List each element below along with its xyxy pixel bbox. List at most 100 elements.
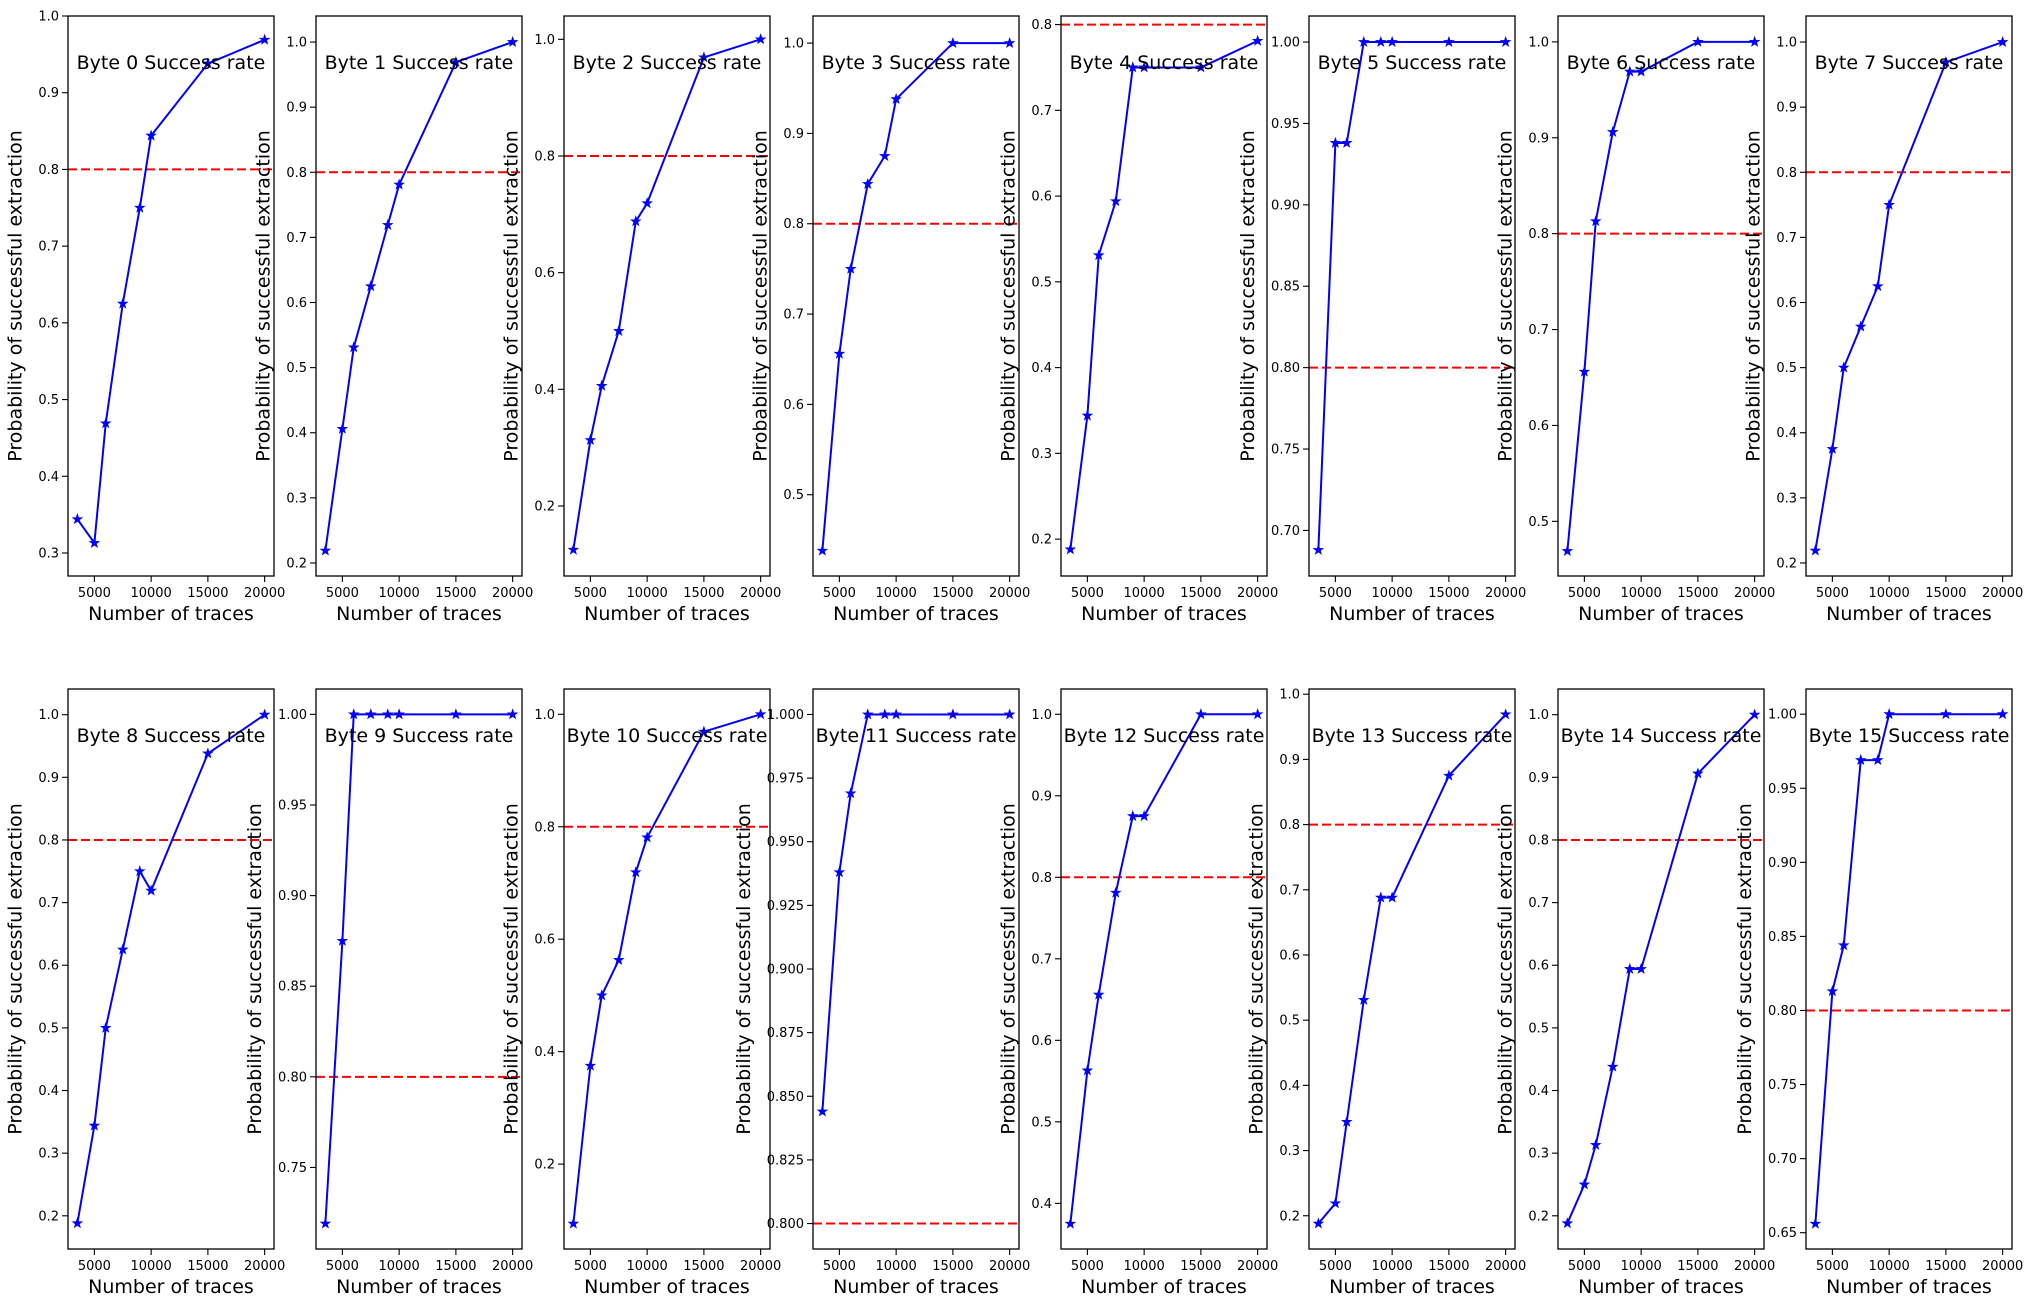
y-tick-label: 0.3 — [1279, 1144, 1300, 1159]
star-icon — [1996, 35, 2009, 47]
y-tick-label: 0.975 — [767, 772, 804, 787]
y-tick-label: 0.6 — [1528, 419, 1549, 434]
subplot-byte-11: 5000 10000 15000 20000 0.800 0.825 0.850 0.875 0… — [733, 688, 1030, 1298]
y-tick-label: 0.95 — [1271, 117, 1300, 132]
y-tick-label: 0.9 — [38, 86, 59, 101]
series-line — [572, 713, 761, 1224]
star-icon — [698, 725, 710, 737]
star-icon — [1871, 754, 1884, 766]
x-tick-label: 15000 — [932, 1259, 973, 1274]
axes-frame — [315, 15, 523, 577]
subplot-byte-10: 5000 10000 15000 20000 0.2 0.4 0.6 0.8 1.0 Byte 1… — [500, 688, 781, 1298]
y-tick-label: 0.7 — [1776, 231, 1797, 246]
y-tick-label: 0.2 — [534, 500, 555, 515]
y-tick-label: 0.95 — [1768, 782, 1797, 797]
chart-title: Byte 3 Success rate — [822, 52, 1011, 74]
x-tick-label: 15000 — [1180, 1259, 1221, 1274]
y-tick-label: 0.3 — [1528, 1147, 1549, 1162]
y-tick-label: 0.5 — [1528, 515, 1549, 530]
x-tick-label: 10000 — [1868, 1259, 1909, 1274]
x-tick-label: 10000 — [378, 1259, 419, 1274]
y-axis-label: Probability of successful extraction — [4, 130, 26, 462]
y-tick-label: 0.850 — [767, 1090, 804, 1105]
x-tick-label: 5000 — [823, 586, 856, 601]
chart-title: Byte 6 Success rate — [1567, 52, 1756, 74]
y-tick-label: 0.5 — [1279, 1014, 1300, 1029]
subplot-byte-5: 5000 10000 15000 20000 0.70 0.75 0.80 0.85 0.90 0… — [1237, 15, 1526, 625]
star-icon — [1578, 365, 1591, 377]
x-tick-label: 5000 — [1071, 1259, 1104, 1274]
star-icon — [1081, 1064, 1094, 1076]
y-tick-label: 0.7 — [1031, 104, 1052, 119]
y-tick-label: 0.70 — [1768, 1152, 1797, 1167]
x-axis-label: Number of traces — [1081, 1276, 1247, 1298]
x-tick-label: 20000 — [1982, 1259, 2023, 1274]
star-icon — [116, 943, 129, 955]
chart-title: Byte 5 Success rate — [1318, 52, 1507, 74]
star-icon — [1340, 1115, 1353, 1127]
star-icon — [347, 341, 360, 353]
star-icon — [1499, 708, 1512, 720]
y-tick-label: 0.2 — [38, 1209, 59, 1224]
star-icon — [1692, 767, 1704, 779]
y-tick-label: 0.950 — [767, 835, 804, 850]
star-icon — [1443, 35, 1455, 47]
x-tick-label: 5000 — [1071, 586, 1104, 601]
star-icon — [1578, 1178, 1591, 1190]
star-icon — [1589, 215, 1602, 227]
chart-title: Byte 11 Success rate — [816, 725, 1017, 747]
y-tick-label: 0.8 — [1776, 166, 1797, 181]
y-tick-label: 0.75 — [1768, 1078, 1797, 1093]
star-icon — [890, 92, 902, 105]
star-icon — [833, 866, 846, 878]
x-tick-label: 5000 — [326, 1259, 359, 1274]
x-tick-label: 5000 — [78, 1259, 111, 1274]
x-tick-label: 20000 — [1734, 586, 1775, 601]
star-icon — [319, 544, 332, 556]
x-tick-label: 20000 — [244, 1259, 285, 1274]
x-tick-label: 15000 — [435, 1259, 476, 1274]
chart-title: Byte 13 Success rate — [1312, 725, 1513, 747]
star-icon — [1854, 754, 1867, 766]
x-tick-label: 5000 — [574, 1259, 607, 1274]
x-tick-label: 20000 — [492, 586, 533, 601]
y-tick-label: 0.80 — [1271, 361, 1300, 376]
star-icon — [1623, 962, 1636, 974]
y-tick-label: 0.7 — [286, 231, 307, 246]
x-axis-label: Number of traces — [1081, 603, 1247, 625]
y-tick-label: 0.80 — [278, 1070, 307, 1085]
x-tick-label: 5000 — [1568, 586, 1601, 601]
y-tick-label: 0.3 — [38, 1147, 59, 1162]
star-icon — [1092, 988, 1105, 1000]
star-icon — [612, 324, 625, 336]
star-icon — [258, 33, 271, 45]
y-axis-label: Probability of successful extraction — [997, 803, 1019, 1135]
x-axis-label: Number of traces — [1329, 603, 1495, 625]
y-tick-label: 0.6 — [534, 266, 555, 281]
x-tick-label: 20000 — [1734, 1259, 1775, 1274]
axes-frame — [1060, 688, 1268, 1250]
x-tick-label: 10000 — [1868, 586, 1909, 601]
axes-frame — [67, 688, 275, 1250]
star-icon — [336, 934, 349, 946]
x-tick-label: 20000 — [1982, 586, 2023, 601]
x-tick-label: 10000 — [130, 1259, 171, 1274]
star-icon — [506, 708, 519, 720]
star-icon — [1126, 810, 1139, 822]
y-tick-label: 0.4 — [534, 383, 555, 398]
axes-frame — [1308, 688, 1516, 1250]
y-tick-label: 0.7 — [783, 308, 804, 323]
y-tick-label: 0.2 — [286, 556, 307, 571]
x-axis-label: Number of traces — [336, 1276, 502, 1298]
star-icon — [258, 708, 271, 720]
star-icon — [844, 262, 857, 274]
star-icon — [1561, 544, 1574, 557]
x-tick-label: 15000 — [1677, 1259, 1718, 1274]
star-icon — [1329, 136, 1342, 148]
y-tick-label: 0.8 — [38, 163, 59, 178]
y-tick-label: 0.7 — [1279, 883, 1300, 898]
x-tick-label: 20000 — [989, 586, 1030, 601]
y-axis-label: Probability of successful extraction — [500, 130, 522, 462]
x-tick-label: 10000 — [1371, 1259, 1412, 1274]
y-axis-label: Probability of successful extraction — [4, 803, 26, 1135]
